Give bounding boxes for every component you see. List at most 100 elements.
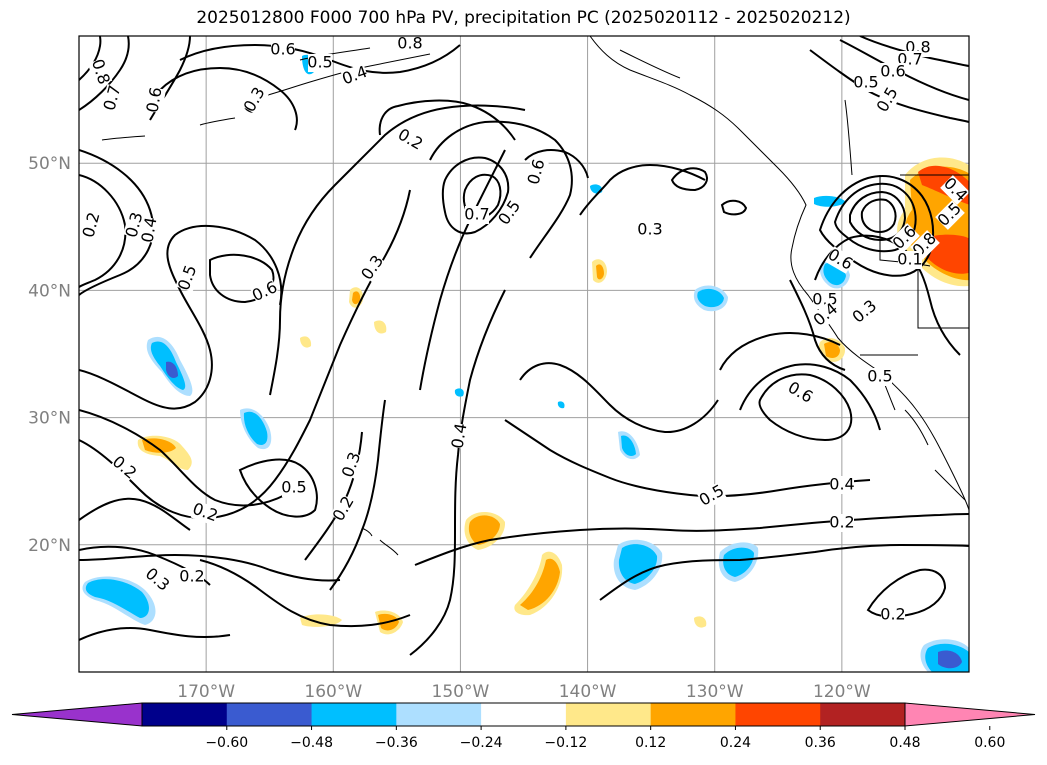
pv-contours bbox=[79, 36, 969, 656]
lon-tick-label: 140°W bbox=[559, 682, 617, 702]
precip-negative-area bbox=[618, 544, 658, 584]
longitude-labels: 170°W 160°W 150°W 140°W 130°W 120°W bbox=[177, 682, 871, 702]
contour-label: 0.5 bbox=[307, 53, 332, 72]
contour-label-bg bbox=[330, 494, 358, 524]
lon-tick-label: 150°W bbox=[432, 682, 490, 702]
precip-positive-area bbox=[824, 342, 840, 358]
contour-label-bg bbox=[935, 200, 965, 230]
contour-label-bg bbox=[80, 211, 104, 239]
contour-label-bg bbox=[830, 514, 854, 532]
contour-label-bg bbox=[180, 568, 204, 586]
gridlines bbox=[79, 36, 969, 672]
contour-label: 0.1 bbox=[897, 250, 922, 269]
contour-label-bg bbox=[825, 246, 855, 274]
contour-label-bg bbox=[142, 565, 172, 595]
precip-positive-area bbox=[374, 320, 387, 334]
contour-label: 0.2 bbox=[829, 513, 854, 532]
precip-negative-area bbox=[454, 388, 464, 397]
contour-label-bg bbox=[868, 368, 892, 386]
precip-negative-area bbox=[166, 361, 178, 378]
precip-negative-area bbox=[243, 411, 268, 445]
colorbar-tick-label: −0.24 bbox=[460, 735, 503, 751]
contour-label: 0.8 bbox=[397, 34, 422, 53]
contour-label: 0.6 bbox=[142, 86, 165, 114]
colorbar-outline bbox=[141, 702, 906, 727]
colorbar-segment bbox=[735, 703, 821, 726]
contour-label: 0.5 bbox=[281, 478, 306, 497]
contour-label-bg bbox=[250, 278, 280, 306]
colorbar-segment bbox=[226, 703, 313, 726]
lat-tick-label: 50°N bbox=[28, 154, 71, 174]
colorbar-tick-label: 0.36 bbox=[805, 735, 836, 751]
precip-positive-area bbox=[142, 438, 176, 453]
colorbar-segment bbox=[650, 703, 736, 726]
contour-label-bg bbox=[940, 175, 969, 205]
coastlines bbox=[101, 36, 969, 556]
contour-label-bg bbox=[785, 379, 815, 407]
contour-label-bg bbox=[109, 453, 139, 483]
contour-label: 0.2 bbox=[880, 605, 905, 624]
contour-label: 0.4 bbox=[829, 475, 854, 494]
contour-label-bg bbox=[881, 606, 905, 624]
contour-label-bg bbox=[241, 85, 269, 115]
map-border bbox=[78, 35, 970, 673]
contour-label-bg bbox=[144, 86, 166, 114]
contour-label-bg bbox=[175, 263, 201, 293]
contour-label-bg bbox=[101, 84, 125, 112]
contour-label: 0.4 bbox=[447, 422, 470, 450]
colorbar-segment bbox=[820, 703, 906, 726]
contour-label: 0.7 bbox=[464, 205, 489, 224]
lon-tick-label: 160°W bbox=[304, 682, 362, 702]
contour-label-bg bbox=[139, 216, 161, 244]
contour-label-bg bbox=[190, 500, 220, 526]
lon-tick-label: 120°W bbox=[813, 682, 871, 702]
contour-label-bg bbox=[465, 206, 489, 224]
contour-label-bg bbox=[395, 126, 425, 154]
lon-tick-label: 170°W bbox=[177, 682, 235, 702]
precip-positive-area bbox=[352, 291, 361, 305]
precip-positive-area bbox=[300, 614, 342, 627]
colorbar-extend-min bbox=[11, 702, 143, 727]
contour-label-bg bbox=[87, 57, 113, 87]
colorbar-tick-label: 0.60 bbox=[974, 735, 1005, 751]
contour-label: 0.2 bbox=[179, 567, 204, 586]
colorbar-tick-label: −0.36 bbox=[375, 735, 418, 751]
contour-label-bg bbox=[854, 74, 878, 92]
precip-negative-area bbox=[621, 435, 636, 456]
colorbar-extend-max bbox=[904, 702, 1036, 727]
colorbar: −0.60 −0.48 −0.36 −0.24 −0.12 0.12 0.24 0.36 0.4… bbox=[11, 702, 1036, 751]
contour-label-bg bbox=[638, 221, 662, 239]
contour-label: 0.6 bbox=[270, 40, 295, 59]
colorbar-segment bbox=[142, 703, 228, 726]
contour-label-bg bbox=[358, 253, 388, 283]
contour-label-bg bbox=[525, 158, 549, 186]
contour-label-bg bbox=[449, 422, 471, 450]
contour-label-bg bbox=[881, 63, 905, 81]
precip-negative-area bbox=[557, 401, 565, 409]
contour-label: 0.5 bbox=[853, 73, 878, 92]
lat-tick-label: 20°N bbox=[28, 536, 71, 556]
contour-label-bg bbox=[340, 63, 370, 89]
contour-label-bg bbox=[271, 41, 295, 59]
contour-label-bg bbox=[697, 482, 727, 510]
contour-label-bg bbox=[495, 198, 525, 228]
precip-negative-area bbox=[723, 547, 754, 577]
contour-label: 0.4 bbox=[137, 216, 160, 244]
contour-label-bg bbox=[811, 300, 841, 330]
contour-label: 0.5 bbox=[867, 367, 892, 386]
contour-label: 0.3 bbox=[637, 220, 662, 239]
contour-label-bg bbox=[874, 85, 902, 115]
colorbar-tick-label: −0.12 bbox=[544, 735, 587, 751]
precip-positive-area bbox=[596, 264, 604, 280]
contour-label-bg bbox=[890, 223, 920, 253]
colorbar-tick-label: 0.48 bbox=[889, 735, 920, 751]
colorbar-segment bbox=[481, 703, 567, 726]
colorbar-segment bbox=[565, 703, 652, 726]
colorbar-tick-label: 0.12 bbox=[635, 735, 666, 751]
colorbar-tick-label: −0.48 bbox=[290, 735, 333, 751]
contour-label-bg bbox=[282, 479, 306, 497]
contour-label-bg bbox=[398, 36, 422, 53]
lat-tick-label: 40°N bbox=[28, 281, 71, 301]
map-background bbox=[79, 36, 969, 672]
